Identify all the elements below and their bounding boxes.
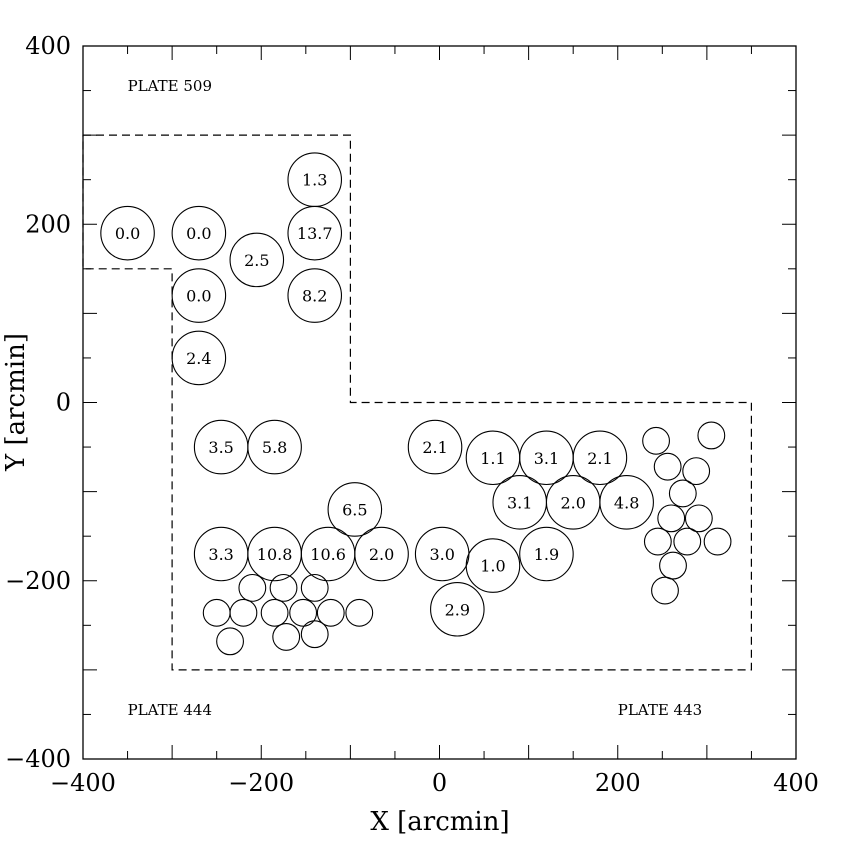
y-tick-label: 200 bbox=[25, 210, 71, 238]
field-circle bbox=[100, 205, 155, 261]
field-value-label: 2.9 bbox=[445, 600, 470, 619]
small-field-circle bbox=[289, 598, 318, 627]
field-value-label: 0.0 bbox=[186, 224, 211, 243]
field-value-label: 5.8 bbox=[262, 438, 287, 457]
field-circle bbox=[327, 482, 383, 537]
field-value-label: 3.0 bbox=[429, 545, 454, 564]
small-field-circle bbox=[651, 576, 679, 605]
small-field-circle bbox=[300, 620, 329, 649]
field-value-label: 2.1 bbox=[422, 438, 447, 457]
small-field-circle bbox=[345, 598, 374, 627]
small-field-circle bbox=[642, 426, 670, 455]
field-circle bbox=[247, 419, 302, 475]
field-circle bbox=[229, 232, 285, 288]
plate-label: PLATE 509 bbox=[128, 77, 212, 95]
field-value-label: 2.1 bbox=[587, 449, 612, 468]
field-value-label: 1.1 bbox=[480, 449, 505, 468]
field-circle bbox=[171, 205, 227, 261]
small-field-circle bbox=[682, 457, 711, 486]
field-circle bbox=[599, 475, 654, 530]
small-field-circle bbox=[238, 573, 267, 602]
small-field-circle bbox=[229, 598, 258, 627]
field-value-label: 3.1 bbox=[507, 493, 532, 512]
field-value-label: 2.4 bbox=[186, 349, 211, 368]
field-circle bbox=[465, 538, 521, 593]
field-circle bbox=[430, 581, 485, 637]
y-axis-label: Y [arcmin] bbox=[1, 333, 31, 472]
small-field-circle bbox=[697, 421, 726, 450]
small-field-circle bbox=[703, 527, 732, 556]
field-value-label: 2.5 bbox=[244, 251, 269, 270]
field-value-label: 3.5 bbox=[208, 438, 233, 457]
field-value-label: 4.8 bbox=[614, 493, 639, 512]
field-value-label: 6.5 bbox=[342, 500, 367, 519]
small-field-circle bbox=[269, 573, 298, 602]
field-circle bbox=[407, 419, 463, 475]
plate-boundary bbox=[82, 134, 753, 671]
field-value-label: 1.9 bbox=[534, 545, 559, 564]
y-tick-label: 0 bbox=[56, 389, 71, 417]
tick-labels: −400 −200 0 200 400 −400 −200 0 200 400 bbox=[5, 32, 819, 797]
small-field-circle bbox=[316, 598, 345, 627]
small-field-circle bbox=[300, 573, 329, 602]
field-value-label: 3.3 bbox=[208, 545, 233, 564]
field-circle bbox=[519, 526, 574, 582]
field-value-label: 10.8 bbox=[257, 545, 293, 564]
plate-labels: PLATE 509 PLATE 444 PLATE 443 bbox=[128, 77, 703, 719]
small-field-circle bbox=[657, 504, 686, 533]
field-value-label: 1.0 bbox=[480, 557, 505, 576]
plot-frame bbox=[82, 45, 797, 760]
x-tick-label: 0 bbox=[432, 769, 447, 797]
field-value-label: 8.2 bbox=[302, 287, 327, 306]
y-tick-label: −200 bbox=[5, 567, 71, 595]
field-circle bbox=[171, 268, 227, 323]
small-field-circle bbox=[643, 527, 672, 556]
field-circle bbox=[171, 330, 227, 386]
small-field-circle bbox=[673, 527, 702, 556]
field-circle bbox=[572, 430, 628, 486]
plate-label: PLATE 443 bbox=[618, 701, 702, 719]
x-tick-label: −400 bbox=[50, 769, 116, 797]
field-value-label: 1.3 bbox=[302, 171, 327, 190]
small-field-circle bbox=[659, 551, 687, 580]
plate-label: PLATE 444 bbox=[128, 701, 212, 719]
field-circle bbox=[287, 268, 343, 323]
field-value-label: 10.6 bbox=[310, 545, 346, 564]
small-field-circle bbox=[260, 598, 289, 627]
field-circle bbox=[354, 526, 409, 582]
x-axis-label: X [arcmin] bbox=[370, 807, 509, 837]
small-field-circle bbox=[668, 479, 697, 508]
small-field-circle bbox=[272, 622, 301, 651]
boundary-line bbox=[82, 134, 753, 671]
field-value-label: 2.0 bbox=[560, 493, 585, 512]
field-circle bbox=[287, 205, 343, 261]
field-value-label: 0.0 bbox=[186, 287, 211, 306]
field-value-label: 3.1 bbox=[534, 449, 559, 468]
small-field-circle bbox=[216, 627, 244, 656]
small-field-circle bbox=[653, 452, 682, 481]
x-tick-label: 400 bbox=[773, 769, 819, 797]
y-tick-label: 400 bbox=[25, 32, 71, 60]
x-tick-label: 200 bbox=[595, 769, 641, 797]
x-tick-label: −200 bbox=[228, 769, 294, 797]
field-value-label: 13.7 bbox=[297, 224, 333, 243]
field-circles: 0.0 0.0 0.0 2.5 1.3 13.7 8.2 2.4 3.5 5.8 6.5 3.3 10.… bbox=[100, 152, 732, 656]
field-value-label: 2.0 bbox=[369, 545, 394, 564]
small-field-circle bbox=[202, 598, 231, 627]
small-field-circle bbox=[684, 504, 713, 533]
field-value-label: 0.0 bbox=[115, 224, 140, 243]
y-tick-label: −400 bbox=[5, 745, 71, 773]
